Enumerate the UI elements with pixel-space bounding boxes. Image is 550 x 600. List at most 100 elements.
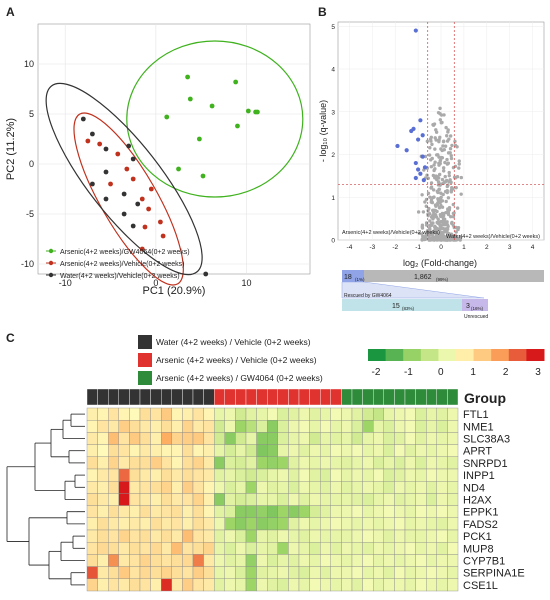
- heatmap-cell: [298, 578, 310, 592]
- volcano-y-tick-label: 3: [331, 109, 335, 116]
- heatmap-cell: [298, 493, 310, 506]
- volcano-highlight-point: [404, 148, 409, 153]
- heatmap-cell: [150, 481, 162, 494]
- heatmap-cell: [320, 529, 332, 543]
- inset-bar-nonsignificant: [364, 270, 544, 282]
- inset-label-rescued: 15: [392, 303, 400, 310]
- heatmap-cell: [383, 481, 395, 494]
- volcano-y-axis-label: - log₁₀ (q-value): [318, 100, 328, 162]
- heatmap-cell: [288, 444, 300, 458]
- volcano-point: [428, 146, 432, 150]
- heatmap-cell: [404, 444, 416, 458]
- group-bar-cell: [309, 388, 321, 406]
- pca-point: [176, 166, 181, 172]
- heatmap-row-label: PCK1: [463, 531, 492, 543]
- group-bar-cell: [351, 388, 363, 406]
- heatmap-cell: [394, 432, 406, 445]
- heatmap-cell: [150, 517, 162, 531]
- heatmap-cell: [192, 529, 204, 543]
- heatmap-cell: [415, 444, 427, 458]
- heatmap-cell: [160, 444, 172, 458]
- volcano-point: [429, 223, 434, 228]
- heatmap-cell: [447, 517, 459, 531]
- heatmap-cell: [245, 505, 257, 519]
- volcano-point: [441, 226, 445, 231]
- heatmap-cell: [320, 554, 332, 567]
- heatmap-cell: [383, 505, 395, 519]
- heatmap-cell: [224, 554, 236, 567]
- heatmap-cell: [383, 456, 395, 470]
- heatmap-cell: [213, 481, 225, 494]
- heatmap-cell: [373, 529, 385, 543]
- heatmap-cell: [320, 468, 332, 482]
- pca-legend-label: Water(4+2 weeks)/Vehicle(0+2 weeks): [60, 273, 180, 280]
- volcano-point: [432, 235, 437, 240]
- volcano-annotation-right: Water(4+2 weeks)/Vehicle(0+2 weeks): [446, 234, 540, 240]
- heatmap-cell: [415, 481, 427, 494]
- heatmap-cell: [118, 493, 130, 506]
- heatmap-cell: [267, 529, 279, 543]
- heatmap-cell: [351, 481, 363, 494]
- heatmap-cell: [129, 456, 141, 470]
- heatmap-cell: [426, 529, 438, 543]
- heatmap-cell: [129, 420, 141, 433]
- volcano-point: [434, 130, 439, 134]
- heatmap-cell: [309, 493, 321, 506]
- group-bar-cell: [118, 388, 130, 406]
- heatmap-color-scale: -2 -1 0 1 2 3: [368, 349, 545, 378]
- pca-point: [90, 131, 95, 137]
- heatmap-cell: [171, 468, 183, 482]
- pca-point: [130, 223, 136, 229]
- pca-ticks: -10 0 10 -10 -5 0 5 10: [21, 59, 252, 288]
- heatmap-cell: [150, 529, 162, 543]
- heatmap-cell: [436, 481, 448, 494]
- pca-point: [126, 143, 132, 149]
- heatmap-cell: [118, 505, 130, 519]
- volcano-point: [447, 206, 452, 210]
- heatmap-cell: [351, 529, 363, 543]
- heatmap-cell: [192, 566, 204, 579]
- heatmap-cell: [192, 407, 204, 421]
- volcano-point: [459, 175, 464, 180]
- heatmap-cell: [160, 505, 172, 519]
- heatmap-cell: [224, 542, 236, 555]
- volcano-point: [436, 201, 440, 205]
- volcano-point: [457, 166, 461, 170]
- heatmap-cell: [182, 420, 194, 433]
- heatmap-cell: [277, 456, 289, 470]
- heatmap-cell: [383, 444, 395, 458]
- rescue-bar-inset: 18 (1%) 1,862 (99%) 15 (83%) 3 (16%) Rescued by …: [341, 270, 544, 320]
- volcano-point: [440, 148, 444, 153]
- heatmap-cell: [288, 432, 300, 445]
- heatmap-cell: [256, 456, 268, 470]
- heatmap-row-label: H2AX: [463, 495, 492, 507]
- volcano-point: [428, 233, 433, 237]
- heatmap-cell: [415, 554, 427, 567]
- heatmap: Water (4+2 weeks) / Vehicle (0+2 weeks) A…: [6, 335, 545, 592]
- heatmap-cell: [97, 578, 109, 592]
- heatmap-cell: [213, 529, 225, 543]
- volcano-point: [420, 237, 424, 241]
- volcano-point: [447, 137, 451, 141]
- group-bar-cell: [320, 388, 332, 406]
- heatmap-cell: [118, 432, 130, 445]
- volcano-point: [433, 225, 437, 230]
- heatmap-row-label: FADS2: [463, 519, 498, 531]
- pca-point: [160, 233, 166, 239]
- heatmap-cell: [351, 542, 363, 555]
- heatmap-cell: [182, 554, 194, 567]
- heatmap-cell: [383, 542, 395, 555]
- heatmap-cell: [330, 554, 342, 567]
- heatmap-cell: [362, 566, 374, 579]
- heatmap-cell: [235, 481, 247, 494]
- volcano-point: [426, 231, 430, 235]
- heatmap-cell: [224, 529, 236, 543]
- volcano-x-axis-label: log₂ (Fold-change): [403, 258, 477, 268]
- heatmap-cell: [192, 432, 204, 445]
- heatmap-cell: [277, 420, 289, 433]
- pca-point: [142, 224, 148, 230]
- heatmap-row-labels: FTL1NME1SLC38A3APRTSNRPD1INPP1ND4H2AXEPP…: [463, 409, 525, 592]
- heatmap-cell: [203, 505, 215, 519]
- heatmap-cell: [245, 481, 257, 494]
- heatmap-cell: [415, 407, 427, 421]
